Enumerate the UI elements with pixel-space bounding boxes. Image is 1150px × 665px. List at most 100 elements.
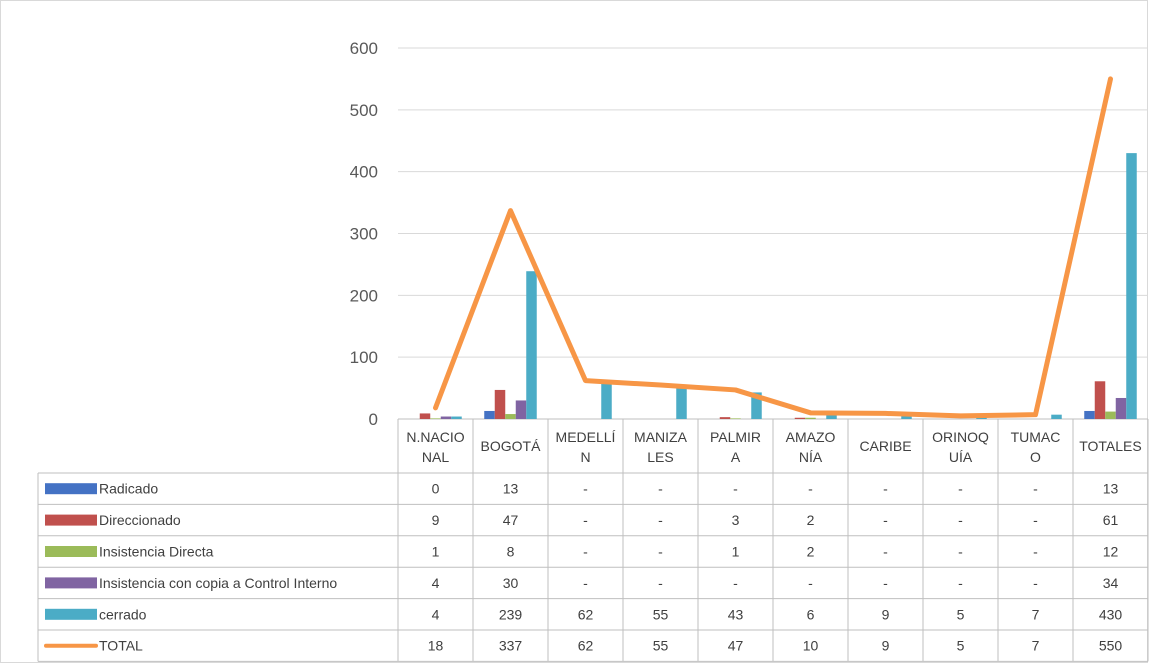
table-cell: - [808,575,813,591]
category-label: UÍA [949,449,973,465]
table-cell: 55 [653,638,669,654]
table-cell: 9 [882,606,890,622]
table-cell: - [883,481,888,497]
table-cell: - [1033,512,1038,528]
table-cell: 13 [1103,481,1119,497]
bar-insistencia-directa [430,418,441,419]
table-cell: 55 [653,606,669,622]
bar-direccionado [794,417,806,419]
table-cell: - [883,575,888,591]
table-cell: - [658,481,663,497]
table-cell: 8 [507,544,515,560]
table-cell: 5 [957,638,965,654]
table-cell: 430 [1099,606,1123,622]
table-cell: 10 [803,638,819,654]
category-label: TOTALES [1079,438,1142,454]
table-cell: - [658,544,663,560]
y-tick-label: 300 [350,225,378,244]
row-label: TOTAL [99,638,143,654]
table-cell: 2 [807,512,815,528]
table-cell: 18 [428,638,444,654]
table-cell: - [733,575,738,591]
row-label: cerrado [99,606,147,622]
table-cell: 5 [957,606,965,622]
line-total [433,76,1113,419]
legend-key [45,608,97,620]
table-cell: - [958,481,963,497]
category-label: ORINOQ [932,429,989,445]
table-cell: 2 [807,544,815,560]
bar-insistencia-directa [1105,411,1116,419]
bar-cerrado [1126,153,1137,419]
table-cell: 4 [432,575,440,591]
table-cell: - [658,575,663,591]
table-cell: - [733,481,738,497]
table-cell: - [1033,544,1038,560]
table-cell: - [583,575,588,591]
table-cell: 47 [728,638,744,654]
table-cell: - [958,575,963,591]
table-cell: - [958,512,963,528]
table-cell: - [808,481,813,497]
table-cell: 0 [432,481,440,497]
bar-insistencia-directa [730,418,741,419]
table-cell: 61 [1103,512,1119,528]
table-cell: 9 [432,512,440,528]
table-cell: 34 [1103,575,1119,591]
bar-insistencia-con-copia-a-control-interno [440,416,452,419]
table-cell: - [883,544,888,560]
category-label: NÍA [799,449,823,465]
category-label: LES [647,449,673,465]
table-cell: - [583,512,588,528]
table-cell: 3 [732,512,740,528]
row-label: Insistencia con copia a Control Interno [99,575,337,591]
table-cell: 9 [882,638,890,654]
table-cell: 1 [432,544,440,560]
bar-radicado [484,410,495,419]
bar-insistencia-con-copia-a-control-interno [515,400,527,419]
row-label: Insistencia Directa [99,544,214,560]
bar-cerrado [826,415,837,419]
bar-insistencia-con-copia-a-control-interno [1115,397,1127,419]
table-cell: 1 [732,544,740,560]
table-cell: - [583,544,588,560]
y-tick-label: 500 [350,101,378,120]
category-label: CARIBE [859,438,911,454]
category-label: MEDELLÍ [556,429,616,445]
category-label: BOGOTÁ [481,438,542,454]
bar-direccionado [1094,381,1106,419]
y-tick-label: 100 [350,348,378,367]
category-label: PALMIR [710,429,761,445]
y-tick-label: 400 [350,163,378,182]
table-cell: 7 [1032,638,1040,654]
row-label: Radicado [99,481,158,497]
table-cell: 62 [578,638,594,654]
legend-key [45,577,97,589]
legend-key [45,514,97,526]
table-cell: 239 [499,606,523,622]
bar-direccionado [719,417,731,419]
table-cell: 12 [1103,544,1119,560]
table-cell: - [883,512,888,528]
y-tick-label: 600 [350,39,378,58]
bar-radicado [1084,410,1095,419]
category-label: TUMAC [1011,429,1061,445]
table-cell: - [1033,575,1038,591]
table-cell: 13 [503,481,519,497]
row-label: Direccionado [99,512,181,528]
category-label: N [580,449,590,465]
table-cell: 4 [432,606,440,622]
table-cell: 30 [503,575,519,591]
table-cell: 337 [499,638,523,654]
table-cell: - [583,481,588,497]
y-tick-label: 0 [369,410,378,429]
table-cell: 6 [807,606,815,622]
bar-direccionado [419,413,431,419]
bar-insistencia-directa [505,414,516,419]
legend-key [45,546,97,557]
bar-cerrado [526,271,537,419]
table-cell: 43 [728,606,744,622]
table-cell: 47 [503,512,519,528]
